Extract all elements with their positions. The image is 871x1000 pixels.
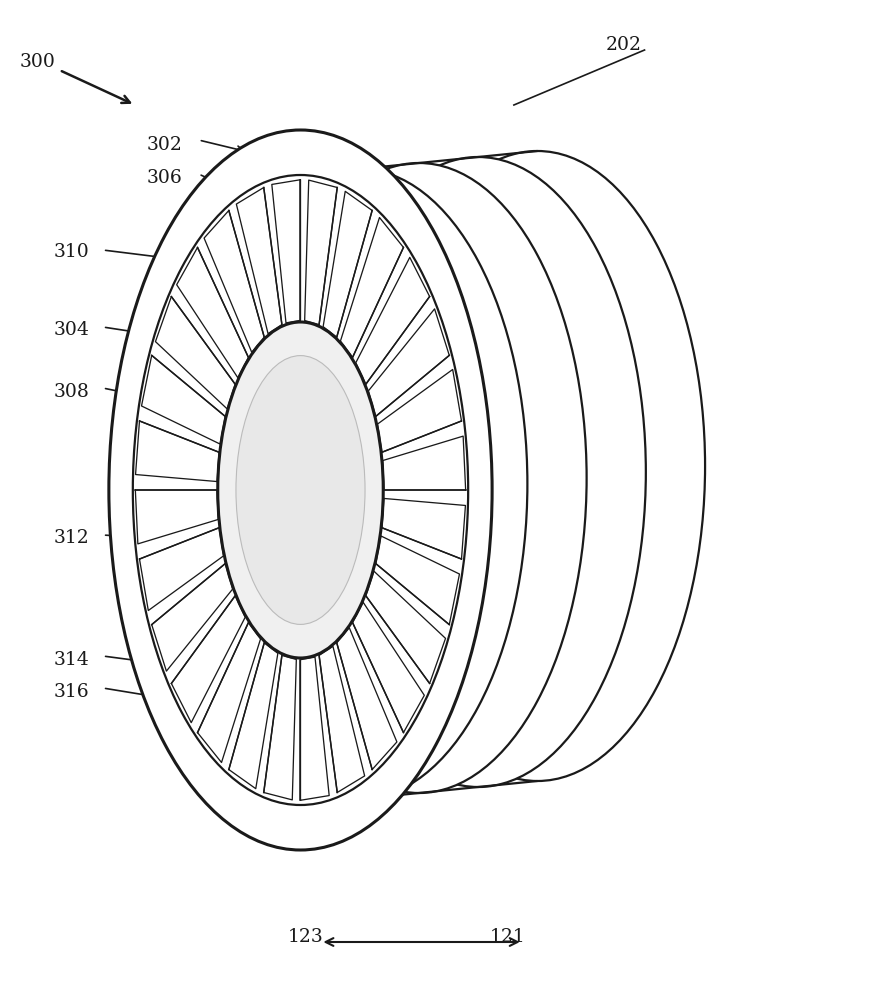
Ellipse shape (236, 356, 365, 624)
Ellipse shape (109, 130, 492, 850)
Text: 300: 300 (19, 53, 55, 71)
Ellipse shape (369, 151, 705, 781)
Polygon shape (272, 180, 300, 323)
Polygon shape (198, 623, 260, 762)
Polygon shape (300, 657, 329, 800)
Polygon shape (135, 490, 219, 544)
Text: 308: 308 (54, 383, 90, 401)
Text: 302: 302 (146, 136, 182, 154)
Text: 310: 310 (54, 243, 90, 261)
Ellipse shape (310, 157, 646, 787)
Ellipse shape (132, 175, 469, 805)
Polygon shape (382, 498, 465, 559)
Polygon shape (319, 646, 365, 792)
Ellipse shape (251, 163, 587, 793)
Text: 123: 123 (287, 928, 323, 946)
Ellipse shape (192, 169, 527, 799)
Polygon shape (382, 436, 466, 490)
Text: 304: 304 (54, 321, 90, 339)
Polygon shape (172, 596, 246, 723)
Polygon shape (155, 297, 235, 409)
Text: 306: 306 (146, 169, 182, 187)
Polygon shape (236, 188, 282, 334)
Text: 314: 314 (54, 651, 90, 669)
Polygon shape (264, 655, 296, 800)
Text: 202: 202 (605, 36, 641, 54)
Ellipse shape (218, 322, 383, 658)
Polygon shape (141, 355, 226, 444)
Polygon shape (152, 564, 233, 671)
Polygon shape (136, 421, 219, 482)
Text: 312: 312 (54, 529, 90, 547)
Polygon shape (177, 247, 248, 378)
Polygon shape (341, 218, 403, 357)
Polygon shape (375, 536, 460, 625)
Text: 121: 121 (490, 928, 525, 946)
Polygon shape (305, 180, 337, 325)
Polygon shape (355, 257, 429, 384)
Polygon shape (229, 643, 278, 789)
Polygon shape (337, 628, 397, 770)
Polygon shape (353, 602, 424, 733)
Polygon shape (323, 191, 372, 337)
Text: 316: 316 (54, 683, 90, 701)
Polygon shape (204, 210, 264, 352)
Polygon shape (377, 369, 462, 452)
Polygon shape (139, 528, 224, 611)
Polygon shape (368, 309, 449, 416)
Polygon shape (366, 571, 446, 683)
